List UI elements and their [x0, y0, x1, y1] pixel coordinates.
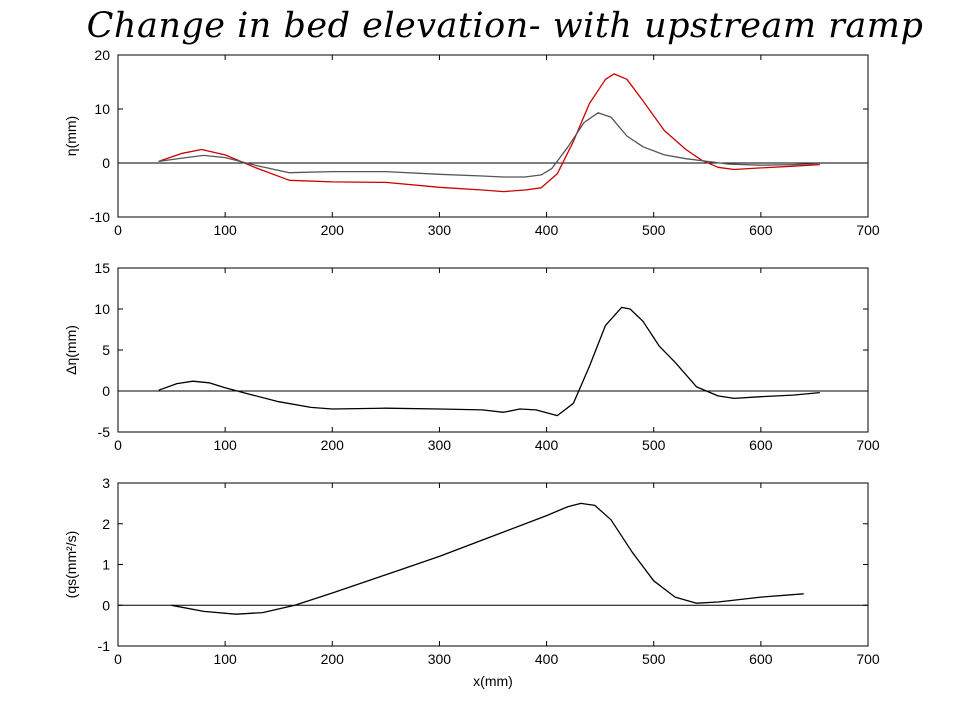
x-axis-label: x(mm) [473, 673, 513, 689]
y-tick-label: 0 [102, 383, 110, 399]
y-tick-label: 5 [102, 342, 110, 358]
x-tick-label: 200 [321, 222, 345, 238]
x-tick-label: 400 [535, 222, 559, 238]
y-axis-label: η(mm) [63, 116, 79, 156]
x-tick-label: 100 [213, 437, 237, 453]
x-tick-label: 300 [428, 651, 452, 667]
x-tick-label: 100 [213, 651, 237, 667]
x-tick-label: 500 [642, 651, 666, 667]
y-axis-label: (qs(mm²/s) [63, 531, 79, 599]
y-tick-label: 10 [94, 301, 110, 317]
x-tick-label: 600 [749, 437, 773, 453]
x-tick-label: 300 [428, 222, 452, 238]
x-tick-label: 600 [749, 651, 773, 667]
x-tick-label: 500 [642, 222, 666, 238]
plot-frame [117, 54, 869, 218]
x-tick-label: 0 [114, 651, 122, 667]
x-tick-label: 700 [856, 222, 880, 238]
series-line-1 [171, 502, 804, 615]
y-tick-label: 0 [102, 597, 110, 613]
x-tick-label: 600 [749, 222, 773, 238]
y-tick-label: 10 [94, 101, 110, 117]
plot-frame [117, 482, 869, 647]
y-tick-label: 20 [94, 47, 110, 63]
x-tick-label: 700 [856, 437, 880, 453]
chart-panel-3: 0 100 200 300 400 500 600 700-10123(qs(mm²/s)x(… [63, 475, 880, 689]
x-tick-label: 700 [856, 651, 880, 667]
y-tick-label: 0 [102, 155, 110, 171]
page-title: Change in bed elevation- with upstream r… [86, 6, 924, 46]
y-tick-label: 1 [102, 557, 110, 573]
x-tick-label: 400 [535, 437, 559, 453]
y-tick-label: 15 [94, 260, 110, 276]
y-tick-label: 2 [102, 516, 110, 532]
x-tick-label: 500 [642, 437, 666, 453]
plot-frame [117, 267, 869, 433]
y-axis-label: Δη(mm) [63, 325, 79, 375]
series-line-2 [158, 112, 820, 178]
series-line-1 [158, 73, 820, 193]
x-tick-label: 100 [213, 222, 237, 238]
x-tick-label: 300 [428, 437, 452, 453]
x-tick-label: 0 [114, 222, 122, 238]
y-tick-label: -5 [98, 424, 111, 440]
x-tick-label: 0 [114, 437, 122, 453]
x-tick-label: 200 [321, 437, 345, 453]
series-line-1 [158, 306, 820, 417]
y-tick-label: -10 [90, 209, 110, 225]
y-tick-label: 3 [102, 475, 110, 491]
x-tick-label: 400 [535, 651, 559, 667]
x-tick-label: 200 [321, 651, 345, 667]
y-tick-label: -1 [98, 638, 111, 654]
